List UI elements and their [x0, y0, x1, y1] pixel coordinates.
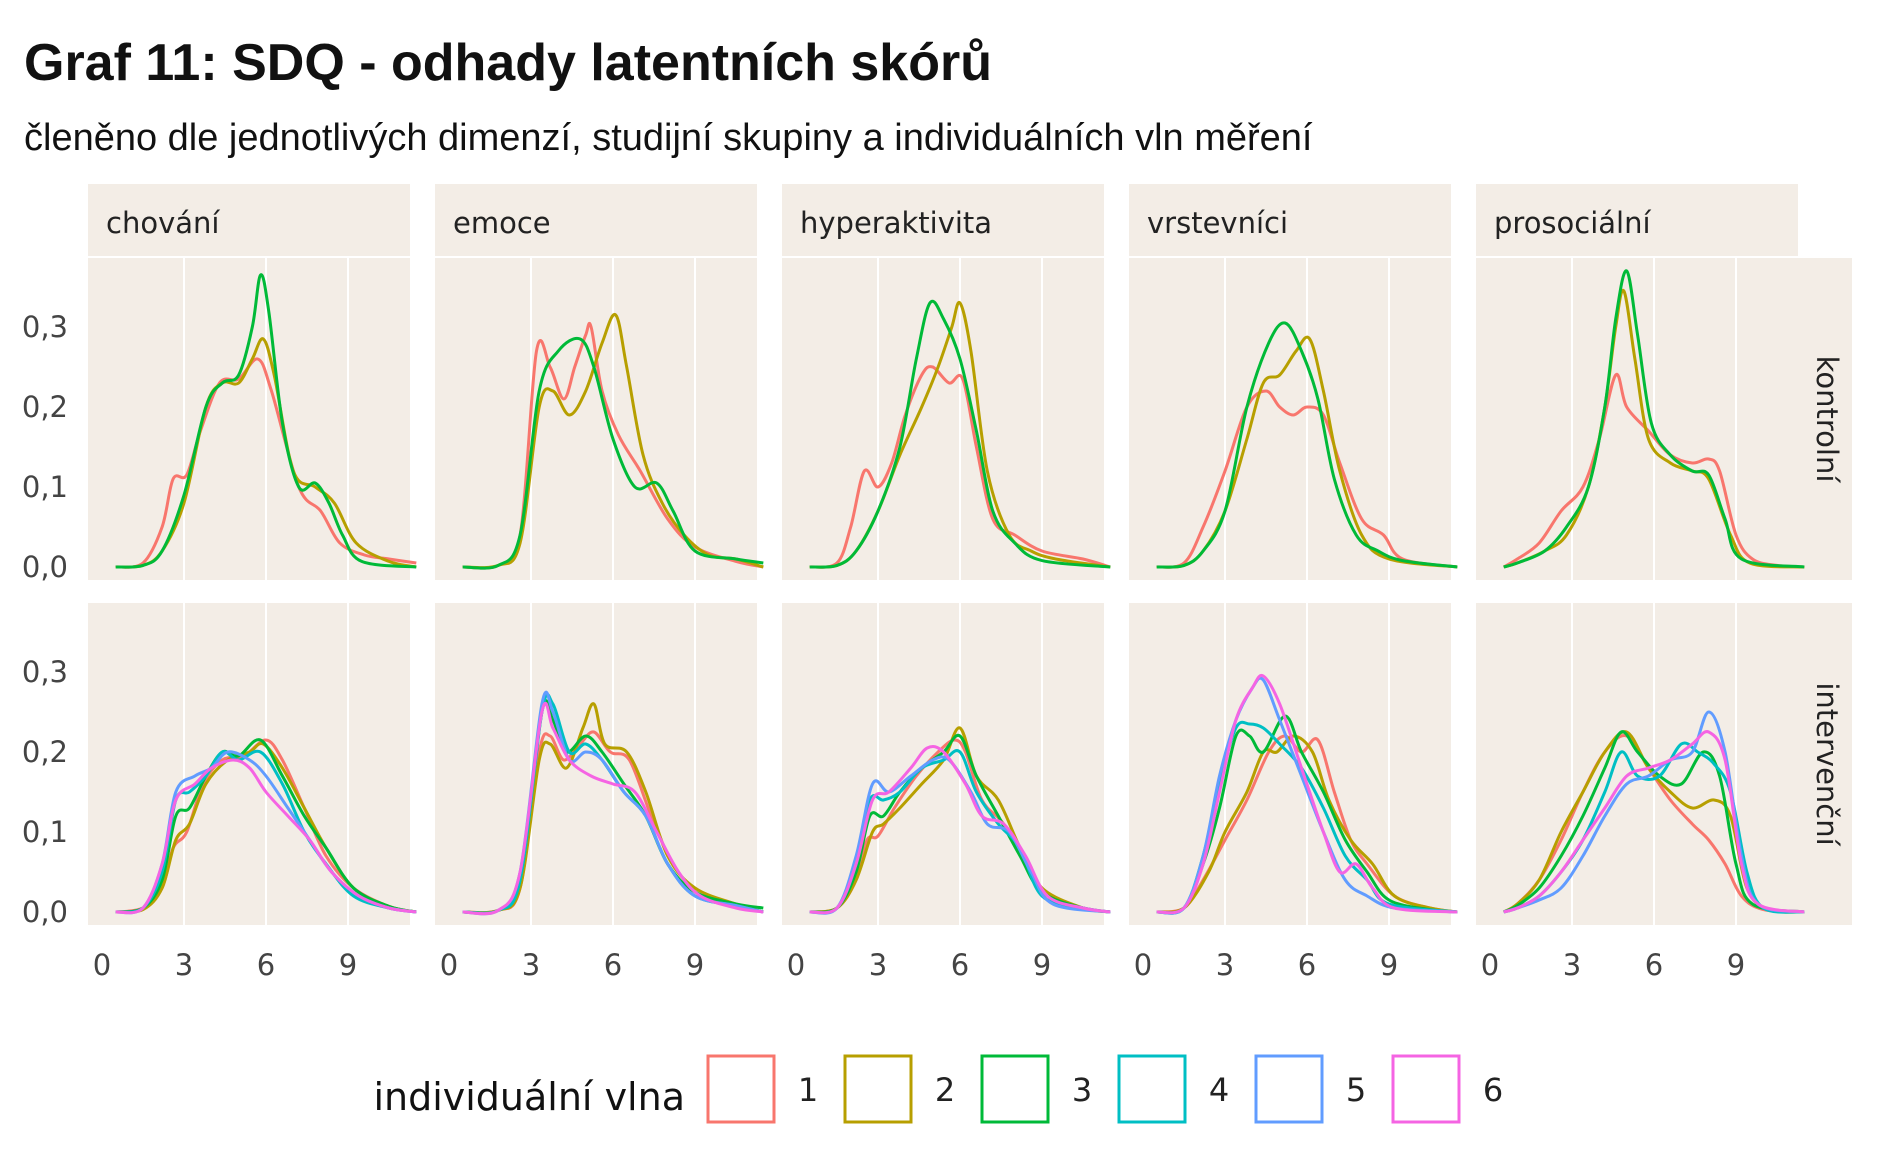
row-strip-label-0: kontrolní — [1810, 356, 1844, 484]
x-tick-label: 3 — [175, 948, 193, 982]
panel-bg-0-2 — [782, 258, 1104, 580]
density-line-wave-3-0-0 — [115, 273, 417, 569]
y-tick-label: 0,1 — [22, 470, 68, 504]
density-line-wave-2-0-0 — [115, 337, 417, 569]
legend-label-4: 4 — [1209, 1071, 1229, 1109]
legend: individuální vlna 1 2 3 4 5 6 — [373, 1054, 1503, 1124]
strip-1 — [435, 184, 757, 256]
x-tick-label: 3 — [1563, 948, 1581, 982]
legend-key-5 — [1254, 1054, 1324, 1124]
x-tick-label: 9 — [686, 948, 704, 982]
strip-label-0: chování — [106, 206, 220, 240]
x-tick-label: 3 — [1216, 948, 1234, 982]
legend-key-2 — [843, 1054, 913, 1124]
legend-label-2: 2 — [935, 1071, 955, 1109]
density-line-wave-1-0-3 — [1156, 389, 1458, 569]
density-line-wave-3-0-1 — [462, 336, 764, 570]
x-tick-label: 6 — [951, 948, 969, 982]
density-line-wave-1-0-1 — [462, 321, 764, 570]
x-tick-label: 0 — [1134, 948, 1152, 982]
strip-3 — [1129, 184, 1451, 256]
strip-0 — [88, 184, 410, 256]
density-line-wave-6-1-4 — [1503, 730, 1805, 914]
density-line-wave-1-0-2 — [809, 365, 1111, 569]
y-tick-label: 0,1 — [22, 815, 68, 849]
x-tick-label: 6 — [1298, 948, 1316, 982]
facet-panels: chování emoce hyperaktivita vrstevníci proso… — [22, 184, 1852, 982]
panel-bg-0-1 — [435, 258, 757, 580]
panel-bg-0-3 — [1129, 258, 1451, 580]
panel-bg-0-0 — [88, 258, 410, 580]
legend-key-4 — [1117, 1054, 1187, 1124]
y-tick-label: 0,0 — [22, 550, 68, 584]
chart-title: Graf 11: SDQ - odhady latentních skórů — [24, 34, 992, 92]
density-line-wave-2-0-1 — [462, 313, 764, 570]
x-tick-label: 3 — [869, 948, 887, 982]
density-line-wave-2-1-3 — [1156, 734, 1458, 914]
density-line-wave-3-1-4 — [1503, 730, 1805, 914]
strip-label-3: vrstevníci — [1147, 206, 1288, 240]
x-tick-label: 6 — [257, 948, 275, 982]
y-tick-label: 0,3 — [22, 655, 68, 689]
density-line-wave-3-0-4 — [1503, 269, 1805, 569]
panel-bg-1-2 — [782, 603, 1104, 925]
x-tick-label: 9 — [1727, 948, 1745, 982]
y-tick-label: 0,2 — [22, 735, 68, 769]
legend-title: individuální vlna — [373, 1075, 685, 1119]
density-line-wave-6-1-1 — [462, 701, 764, 916]
row-strip-label-1: intervenční — [1810, 682, 1844, 846]
panel-bg-1-3 — [1129, 603, 1451, 925]
panel-bg-1-0 — [88, 603, 410, 925]
legend-key-1 — [706, 1054, 776, 1124]
panel-bg-1-1 — [435, 603, 757, 925]
x-tick-label: 9 — [339, 948, 357, 982]
legend-label-3: 3 — [1072, 1071, 1092, 1109]
density-line-wave-6-1-2 — [809, 745, 1111, 915]
density-line-wave-6-1-3 — [1156, 673, 1458, 915]
density-line-wave-6-1-0 — [115, 758, 417, 915]
x-tick-label: 3 — [522, 948, 540, 982]
strip-label-4: prosociální — [1494, 206, 1651, 240]
y-tick-label: 0,2 — [22, 390, 68, 424]
row-strip-1 — [1798, 603, 1852, 925]
density-line-wave-5-1-2 — [809, 755, 1111, 915]
x-tick-label: 0 — [93, 948, 111, 982]
density-line-wave-3-0-2 — [809, 299, 1111, 569]
legend-label-1: 1 — [798, 1071, 818, 1109]
row-strip-0 — [1798, 258, 1852, 580]
density-line-wave-1-0-4 — [1502, 372, 1805, 569]
legend-label-6: 6 — [1483, 1071, 1503, 1109]
x-tick-label: 6 — [604, 948, 622, 982]
x-tick-label: 6 — [1645, 948, 1663, 982]
x-tick-label: 9 — [1380, 948, 1398, 982]
x-tick-label: 0 — [1481, 948, 1499, 982]
density-line-wave-5-1-3 — [1156, 676, 1458, 915]
y-tick-label: 0,3 — [22, 310, 68, 344]
chart-subtitle: členěno dle jednotlivých dimenzí, studij… — [24, 117, 1313, 159]
x-tick-label: 9 — [1033, 948, 1051, 982]
legend-key-3 — [980, 1054, 1050, 1124]
strip-label-2: hyperaktivita — [800, 206, 992, 240]
x-tick-label: 0 — [787, 948, 805, 982]
strip-4 — [1476, 184, 1798, 256]
legend-label-5: 5 — [1346, 1071, 1366, 1109]
density-line-wave-3-0-3 — [1156, 321, 1458, 569]
y-tick-label: 0,0 — [22, 895, 68, 929]
density-line-wave-3-1-0 — [115, 738, 417, 914]
legend-key-6 — [1391, 1054, 1461, 1124]
strip-2 — [782, 184, 1104, 256]
strip-label-1: emoce — [453, 206, 551, 240]
x-tick-label: 0 — [440, 948, 458, 982]
